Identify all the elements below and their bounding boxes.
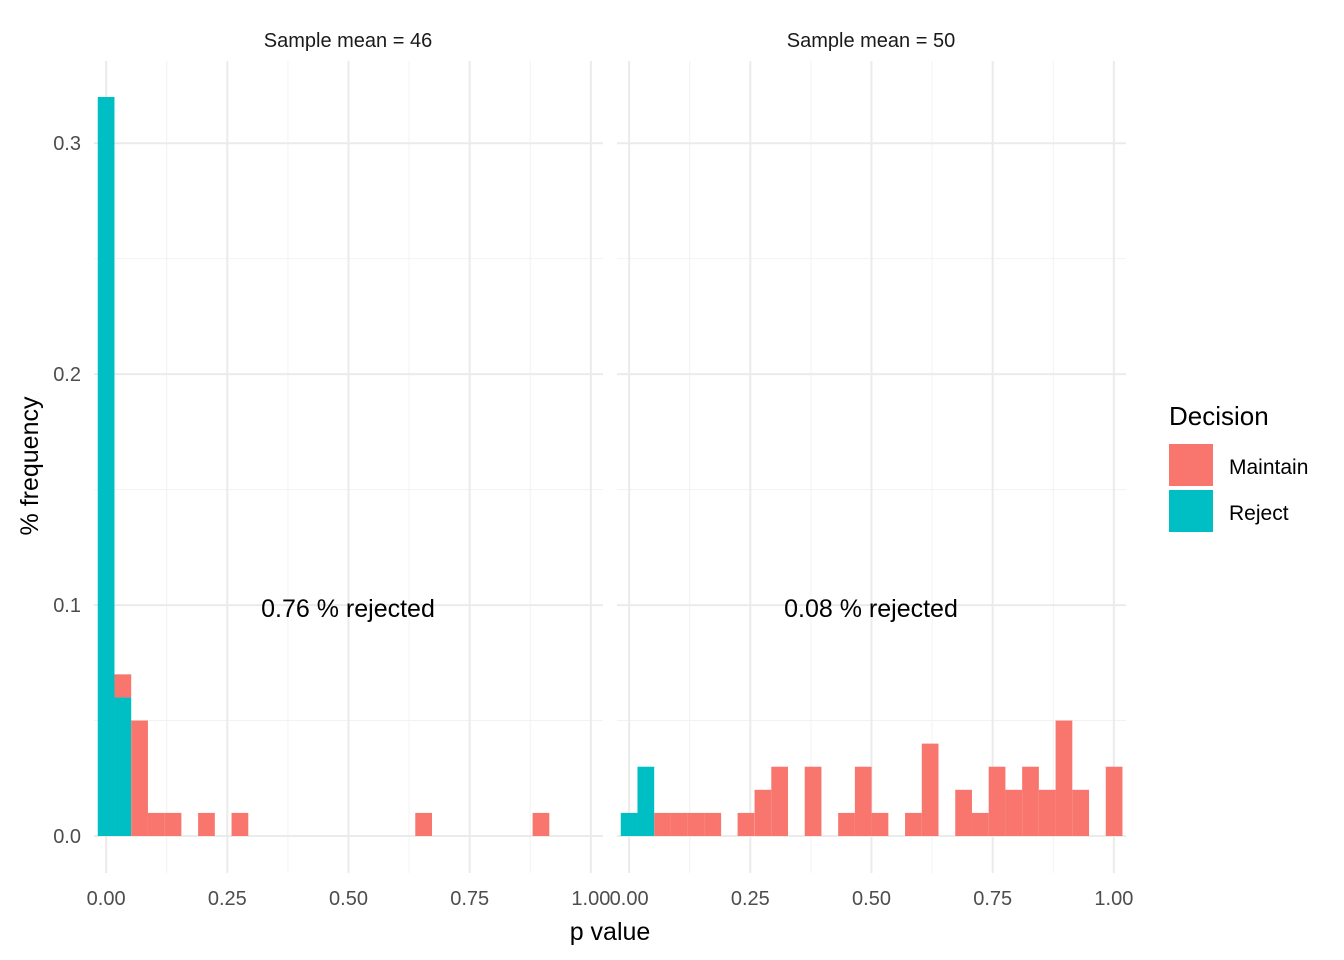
- annotation-rejected-50: 0.08 % rejected: [784, 595, 958, 623]
- bar-maintain: [905, 812, 922, 836]
- bar-maintain: [147, 812, 165, 836]
- x-tick-label: 0.00: [87, 888, 126, 910]
- x-tick-label: 0.25: [208, 888, 247, 910]
- bar-maintain: [1005, 789, 1023, 836]
- legend-label-maintain: Maintain: [1229, 456, 1308, 479]
- y-tick-label: 0.0: [53, 826, 81, 848]
- bar-maintain: [704, 812, 722, 836]
- annotation-rejected-46: 0.76 % rejected: [261, 595, 435, 623]
- y-tick-label: 0.1: [53, 595, 81, 617]
- bar-maintain: [871, 812, 889, 836]
- legend-key-maintain: [1169, 444, 1213, 486]
- x-axis-title: p value: [570, 918, 651, 946]
- x-tick-label: 0.50: [852, 888, 891, 910]
- bar-maintain: [1055, 720, 1073, 836]
- bar-maintain: [921, 743, 939, 836]
- bar-maintain: [988, 766, 1006, 836]
- bar-maintain: [654, 812, 671, 836]
- facet-title-50: Sample mean = 50: [787, 30, 955, 52]
- bar-maintain: [231, 812, 249, 836]
- legend: Decision Maintain Reject: [1169, 401, 1308, 532]
- y-axis: 0.0 0.1 0.2 0.3: [53, 133, 81, 848]
- facet-panel-mean-50: Sample mean = 50 0.08 % rejected 0.00 0.2…: [610, 30, 1134, 910]
- bar-maintain: [532, 812, 550, 836]
- bar-maintain: [687, 812, 705, 836]
- legend-title: Decision: [1169, 401, 1269, 431]
- x-tick-label: 0.75: [973, 888, 1012, 910]
- bar-maintain: [971, 812, 989, 836]
- bar-reject: [637, 766, 655, 836]
- x-tick-label: 1.00: [1094, 888, 1133, 910]
- facet-title-46: Sample mean = 46: [264, 30, 432, 52]
- bar-maintain: [838, 812, 855, 836]
- x-tick-label: 0.75: [450, 888, 489, 910]
- bar-maintain: [771, 766, 788, 836]
- bar-maintain: [131, 720, 148, 836]
- bar-maintain: [737, 812, 755, 836]
- bar-maintain: [854, 766, 872, 836]
- bar-reject: [620, 812, 638, 836]
- bar-maintain: [1022, 766, 1039, 836]
- bar-maintain: [670, 812, 688, 836]
- bar-maintain: [1038, 789, 1056, 836]
- bar-maintain: [804, 766, 822, 836]
- x-tick-label: 0.50: [329, 888, 368, 910]
- bar-maintain: [1105, 766, 1123, 836]
- bar-maintain: [754, 789, 772, 836]
- facet-panel-mean-46: Sample mean = 46 0.76 % rejected 0.00 0.2…: [87, 30, 611, 910]
- bar-maintain: [164, 812, 182, 836]
- y-axis-title: % frequency: [16, 396, 44, 535]
- bar-reject: [97, 97, 115, 836]
- x-tick-label: 1.00: [571, 888, 610, 910]
- legend-label-reject: Reject: [1229, 502, 1289, 525]
- bar-maintain: [1072, 789, 1090, 836]
- legend-key-reject: [1169, 490, 1213, 532]
- x-tick-label: 0.25: [731, 888, 770, 910]
- bar-reject: [114, 697, 132, 836]
- bar-maintain: [415, 812, 433, 836]
- bar-maintain: [114, 674, 132, 698]
- bar-maintain: [198, 812, 215, 836]
- y-tick-label: 0.3: [53, 133, 81, 155]
- y-tick-label: 0.2: [53, 364, 81, 386]
- x-tick-label: 0.00: [610, 888, 649, 910]
- bar-maintain: [955, 789, 972, 836]
